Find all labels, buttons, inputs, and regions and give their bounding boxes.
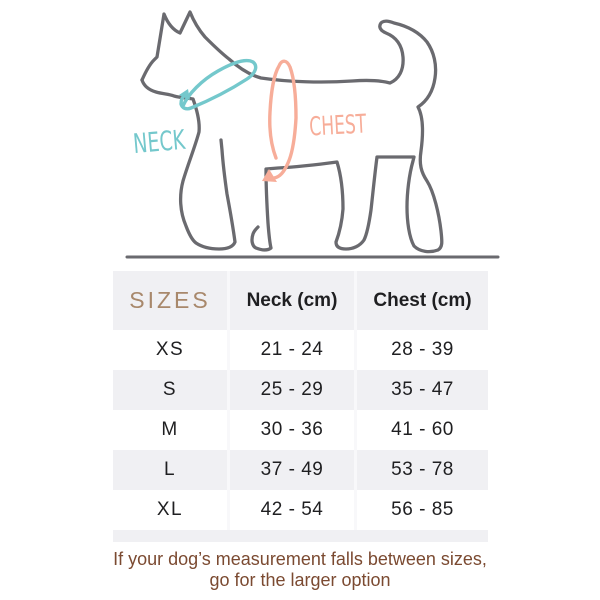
neck-arrowhead-icon: [179, 89, 190, 100]
row-l-chest: 53 - 78: [357, 450, 488, 490]
row-s-size: S: [113, 370, 227, 410]
row-l-size: L: [113, 450, 227, 490]
footer-note-line1: If your dog’s measurement falls between …: [113, 549, 487, 569]
row-m-size: M: [113, 410, 227, 450]
chest-arrowhead-icon: [262, 169, 277, 182]
row-s-chest: 35 - 47: [357, 370, 488, 410]
chest-label: CHEST: [309, 109, 368, 142]
table-header-neck: Neck (cm): [230, 271, 354, 330]
dog-measurement-illustration: NECK CHEST: [0, 0, 600, 265]
row-l-neck: 37 - 49: [230, 450, 354, 490]
row-m-neck: 30 - 36: [230, 410, 354, 450]
footer-note: If your dog’s measurement falls between …: [0, 549, 600, 591]
row-s-neck: 25 - 29: [230, 370, 354, 410]
row-xs-neck: 21 - 24: [230, 330, 354, 370]
row-xl-chest: 56 - 85: [357, 490, 488, 530]
table-header-sizes: SIZES: [113, 271, 227, 330]
neck-measure-loop: [179, 58, 258, 111]
chest-measure-loop: [268, 59, 298, 180]
row-xl-neck: 42 - 54: [230, 490, 354, 530]
dog-illustration-svg: NECK CHEST: [125, 10, 500, 259]
row-xs-chest: 28 - 39: [357, 330, 488, 370]
table-bottom-strip: [113, 530, 488, 542]
row-xs-size: XS: [113, 330, 227, 370]
neck-label: NECK: [132, 125, 187, 160]
row-m-chest: 41 - 60: [357, 410, 488, 450]
footer-note-line2: go for the larger option: [209, 570, 391, 590]
dog-front-leg-line: [140, 78, 237, 251]
size-table: SIZES Neck (cm) Chest (cm) XS 21 - 24 28…: [113, 271, 488, 542]
dog-outline: [140, 10, 444, 254]
table-header-chest: Chest (cm): [357, 271, 488, 330]
row-xl-size: XL: [113, 490, 227, 530]
